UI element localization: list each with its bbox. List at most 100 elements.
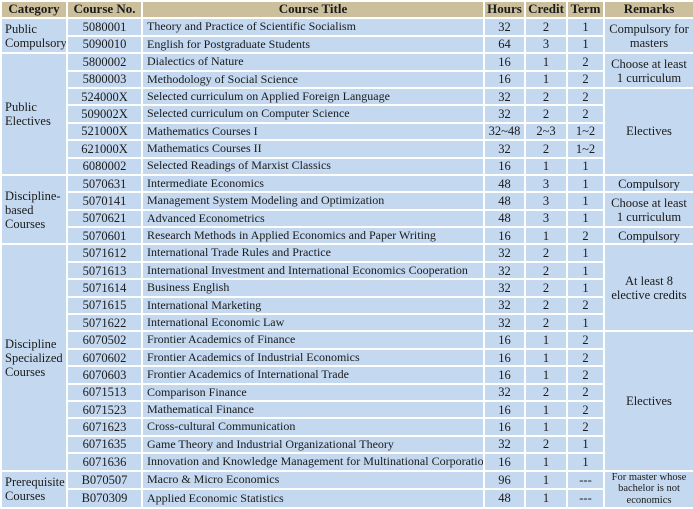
course-no-cell: 5071615 [66, 295, 143, 316]
term-cell: --- [566, 488, 605, 509]
credit-cell: 1 [524, 469, 568, 491]
course-no-cell: 5800003 [66, 69, 143, 89]
term-cell: 1~2 [566, 121, 605, 142]
table-row: 5070601 Research Methods in Applied Econo… [1, 226, 693, 246]
term-cell: 2 [566, 104, 605, 124]
course-no-cell: 6071635 [66, 434, 143, 455]
header-course-title: Course Title [141, 0, 485, 20]
credit-cell: 1 [524, 488, 568, 509]
course-title-cell: Applied Economic Statistics [141, 488, 485, 509]
table-row: Discipline Specialized Courses 5071612 Int… [0, 243, 693, 472]
term-cell: 2 [566, 347, 605, 368]
table-row: Public Electives 5800002 Dialectics of Nat… [0, 52, 693, 176]
hours-cell: 32 [483, 139, 526, 159]
credit-cell: 3 [524, 34, 568, 55]
course-title-cell: Cross-cultural Communication [141, 417, 485, 437]
category-cell: Prerequisite Courses [0, 469, 68, 509]
remarks-cell: Electives [603, 86, 693, 176]
hours-cell: 32 [483, 295, 526, 316]
course-title-cell: International Marketing [141, 295, 485, 316]
credit-cell: 3 [524, 173, 568, 194]
term-cell: 1 [566, 156, 605, 176]
hours-cell: 16 [483, 69, 526, 89]
hours-cell: 32 [483, 434, 526, 455]
course-no-cell: 5071614 [66, 278, 143, 298]
table-row: Discipline-based Courses 5070631 Intermedi… [0, 173, 693, 246]
credit-cell: 2~3 [524, 121, 568, 142]
remarks-cell: Electives [603, 330, 693, 472]
credit-cell: 1 [524, 417, 568, 437]
table-row: 509002X Selected curriculum on Computer S… [1, 104, 693, 124]
hours-cell: 48 [483, 173, 526, 194]
table-row: 5070141 Management System Modeling and Op… [1, 191, 693, 229]
course-no-cell: 6070602 [66, 347, 143, 368]
course-title-cell: Selected curriculum on Computer Science [141, 104, 485, 124]
course-title-cell: Innovation and Knowledge Management for … [141, 452, 485, 472]
hours-cell: 32 [483, 382, 526, 403]
credit-cell: 2 [524, 139, 568, 159]
course-title-cell: Selected Readings of Marxist Classics [141, 156, 485, 176]
remarks-cell: Compulsory [603, 173, 693, 194]
hours-cell: 48 [483, 191, 526, 211]
table-row: 521000X Mathematics Courses I 32~48 2~3 1~2 [1, 121, 693, 142]
course-no-cell: 6071523 [66, 399, 143, 420]
credit-cell: 2 [524, 278, 568, 298]
hours-cell: 32 [483, 17, 526, 37]
course-title-cell: Macro & Micro Economics [141, 469, 485, 491]
table-row: 5071613 International Investment and Inte… [1, 260, 693, 281]
credit-cell: 1 [524, 330, 568, 350]
term-cell: 1 [566, 208, 605, 229]
table-row: 524000X Selected curriculum on Applied Fo… [1, 86, 693, 176]
table-row: 5071622 International Economic Law 32 2 1 [1, 313, 693, 333]
course-no-cell: 5080001 [66, 17, 143, 37]
course-title-cell: Mathematics Courses II [141, 139, 485, 159]
credit-cell: 2 [524, 104, 568, 124]
term-cell: 2 [566, 399, 605, 420]
term-cell: 1~2 [566, 139, 605, 159]
hours-cell: 64 [483, 34, 526, 55]
course-no-cell: 521000X [66, 121, 143, 142]
course-title-cell: Game Theory and Industrial Organizationa… [141, 434, 485, 455]
course-no-cell: 524000X [66, 86, 143, 107]
course-no-cell: 6070502 [66, 330, 143, 350]
course-no-cell: 5071613 [66, 260, 143, 281]
term-cell: 1 [566, 260, 605, 281]
course-no-cell: 6070603 [66, 365, 143, 385]
term-cell: 2 [566, 330, 605, 350]
credit-cell: 1 [524, 52, 568, 72]
table-row: 5800003 Methodology of Social Science 16 1 2 [1, 69, 693, 89]
course-no-cell: 6071623 [66, 417, 143, 437]
course-no-cell: 5071622 [66, 313, 143, 333]
term-cell: --- [566, 469, 605, 491]
term-cell: 2 [566, 295, 605, 316]
course-no-cell: 5070621 [66, 208, 143, 229]
term-cell: 1 [566, 434, 605, 455]
credit-cell: 2 [524, 260, 568, 281]
hours-cell: 32~48 [483, 121, 526, 142]
category-cell: Public Compulsory [0, 17, 68, 55]
course-no-cell: B070507 [66, 469, 143, 491]
term-cell: 2 [566, 226, 605, 246]
credit-cell: 2 [524, 295, 568, 316]
course-title-cell: Management System Modeling and Optimizat… [141, 191, 485, 211]
course-title-cell: Selected curriculum on Applied Foreign L… [141, 86, 485, 107]
course-title-cell: Comparison Finance [141, 382, 485, 403]
credit-cell: 1 [524, 69, 568, 89]
hours-cell: 48 [483, 488, 526, 509]
term-cell: 1 [566, 278, 605, 298]
credit-cell: 2 [524, 434, 568, 455]
table-row: 6080002 Selected Readings of Marxist Clas… [1, 156, 693, 176]
course-title-cell: Dialectics of Nature [141, 52, 485, 72]
course-no-cell: 5090010 [66, 34, 143, 55]
term-cell: 1 [566, 173, 605, 194]
table-row: 6071623 Cross-cultural Communication 16 1 2 [1, 417, 693, 437]
course-no-cell: 621000X [66, 139, 143, 159]
term-cell: 1 [566, 243, 605, 263]
term-cell: 2 [566, 86, 605, 107]
table-row: 6070502 Frontier Academics of Finance 16 1 2… [1, 330, 693, 472]
course-title-cell: Research Methods in Applied Economics an… [141, 226, 485, 246]
course-no-cell: 509002X [66, 104, 143, 124]
hours-cell: 16 [483, 156, 526, 176]
course-table-body: Public Compulsory 5080001 Theory and Pract… [0, 17, 693, 509]
